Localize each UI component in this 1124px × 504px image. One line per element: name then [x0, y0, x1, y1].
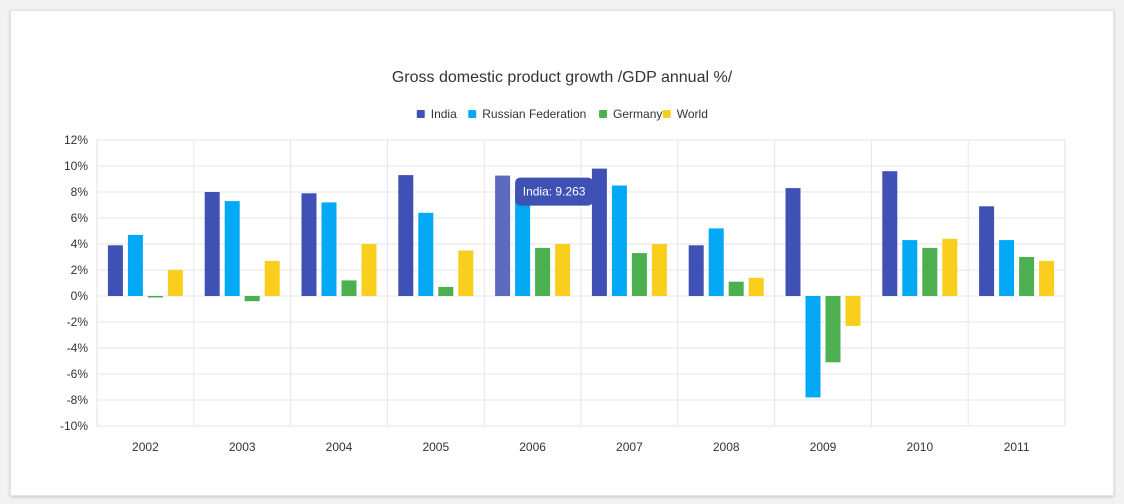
- bar-india-2009[interactable]: [785, 188, 801, 296]
- legend-swatch: [599, 110, 608, 118]
- legend-label: Russian Federation: [482, 107, 586, 121]
- bar-russian-federation-2008[interactable]: [708, 228, 724, 296]
- bar-russian-federation-2009[interactable]: [805, 296, 821, 398]
- bar-germany-2003[interactable]: [244, 296, 260, 302]
- bar-india-2004[interactable]: [301, 193, 317, 296]
- y-tick-label: 8%: [71, 185, 89, 199]
- bar-russian-federation-2005[interactable]: [418, 212, 434, 296]
- legend-label: World: [677, 107, 708, 121]
- bar-germany-2007[interactable]: [631, 253, 647, 296]
- x-tick-label: 2003: [229, 440, 256, 454]
- y-tick-label: -6%: [67, 367, 89, 381]
- y-tick-label: 10%: [64, 159, 88, 173]
- bar-india-2011[interactable]: [979, 206, 995, 296]
- y-tick-label: 6%: [71, 211, 89, 225]
- legend-swatch: [662, 110, 671, 118]
- x-tick-label: 2002: [132, 440, 159, 454]
- tooltip: India: 9.263: [515, 177, 594, 206]
- bar-india-2003[interactable]: [204, 192, 220, 296]
- y-tick-label: 4%: [71, 237, 89, 251]
- bar-russian-federation-2010[interactable]: [902, 240, 918, 296]
- legend-item-world[interactable]: World: [662, 107, 708, 121]
- bar-india-2005[interactable]: [398, 175, 414, 296]
- bar-russian-federation-2004[interactable]: [321, 202, 337, 296]
- bar-india-2008[interactable]: [688, 245, 704, 296]
- bar-world-2009[interactable]: [845, 296, 861, 326]
- legend-swatch: [468, 110, 477, 118]
- bar-germany-2009[interactable]: [825, 296, 841, 363]
- y-tick-label: 0%: [71, 289, 89, 303]
- bar-world-2008[interactable]: [748, 277, 764, 296]
- x-tick-label: 2011: [1004, 440, 1030, 454]
- x-tick-label: 2005: [422, 440, 449, 454]
- bar-india-2002[interactable]: [107, 245, 123, 296]
- bar-germany-2006[interactable]: [535, 247, 551, 296]
- bar-russian-federation-2007[interactable]: [611, 185, 627, 297]
- bar-russian-federation-2003[interactable]: [224, 201, 240, 296]
- bar-germany-2011[interactable]: [1019, 257, 1035, 296]
- legend-item-germany[interactable]: Germany: [599, 107, 662, 121]
- x-tick-label: 2008: [713, 440, 740, 454]
- bar-india-2007[interactable]: [591, 168, 607, 296]
- x-tick-label: 2004: [326, 440, 353, 454]
- x-tick-label: 2007: [616, 440, 643, 454]
- y-tick-label: 12%: [64, 133, 88, 147]
- bar-world-2002[interactable]: [167, 270, 183, 296]
- bar-germany-2005[interactable]: [438, 286, 454, 296]
- legend[interactable]: India Russian Federation Germany World: [416, 107, 708, 121]
- tooltip-text: India: 9.263: [523, 185, 586, 199]
- legend-label: Germany: [613, 107, 662, 121]
- bar-germany-2008[interactable]: [728, 281, 744, 296]
- x-tick-label: 2006: [519, 440, 546, 454]
- axes: 12% 10% 8% 6% 4% 2% 0% -2% -4% -6% -8% -10% 2002 2003…: [60, 133, 1030, 454]
- bar-world-2004[interactable]: [361, 244, 377, 296]
- bar-world-2003[interactable]: [264, 260, 280, 296]
- bar-germany-2002[interactable]: [147, 296, 163, 298]
- y-tick-label: -4%: [67, 341, 89, 355]
- legend-item-russian-federation[interactable]: Russian Federation: [468, 107, 586, 121]
- bar-india-2010[interactable]: [882, 171, 898, 296]
- bar-germany-2004[interactable]: [341, 280, 357, 296]
- y-tick-label: -10%: [60, 419, 88, 433]
- bar-india-2006[interactable]: [495, 175, 511, 296]
- bar-russian-federation-2011[interactable]: [999, 240, 1015, 296]
- bars: [107, 168, 1055, 398]
- bar-world-2005[interactable]: [458, 250, 474, 297]
- bar-russian-federation-2002[interactable]: [127, 234, 143, 296]
- x-tick-label: 2010: [906, 440, 933, 454]
- y-tick-label: -8%: [67, 393, 89, 407]
- bar-germany-2010[interactable]: [922, 247, 938, 296]
- bar-world-2011[interactable]: [1039, 260, 1055, 296]
- legend-swatch: [416, 110, 425, 118]
- y-tick-label: -2%: [67, 315, 89, 329]
- bar-world-2010[interactable]: [942, 238, 958, 296]
- bar-world-2006[interactable]: [555, 244, 571, 296]
- y-tick-label: 2%: [71, 263, 89, 277]
- bar-world-2007[interactable]: [651, 244, 667, 296]
- x-tick-label: 2009: [810, 440, 837, 454]
- legend-label: India: [431, 107, 457, 121]
- tooltip-box: [515, 177, 594, 206]
- bar-russian-federation-2006[interactable]: [515, 189, 531, 296]
- chart-title: Gross domestic product growth /GDP annua…: [392, 69, 733, 86]
- legend-item-india[interactable]: India: [416, 107, 457, 121]
